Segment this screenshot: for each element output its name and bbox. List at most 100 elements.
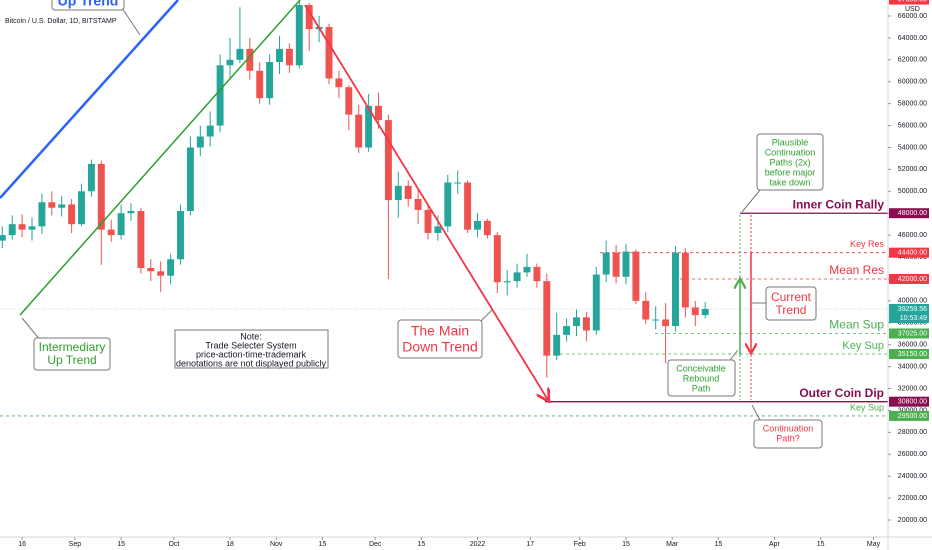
y-tick-label: 66000.00 (898, 13, 927, 20)
y-tick-label: 50000.00 (898, 188, 927, 195)
candle-body (107, 229, 115, 236)
x-tick-label: Nov (270, 541, 283, 548)
label: take down (769, 177, 810, 187)
candle-body (533, 266, 541, 282)
price-tag-label: 35150.00 (898, 351, 927, 358)
candle-body (553, 334, 561, 356)
y-tick-label: 46000.00 (898, 232, 927, 239)
last-price-tag (889, 303, 929, 323)
label-box (753, 419, 823, 449)
candle-body (592, 274, 600, 331)
candle-body (345, 87, 353, 115)
x-tick-label: 17 (526, 541, 534, 548)
candle-body (375, 105, 382, 121)
candle-body (602, 252, 610, 275)
label-box (756, 133, 824, 191)
up-trend-box (51, 0, 125, 11)
last-price-label: 39259.56 (898, 306, 927, 313)
y-tick-label: 34000.00 (898, 363, 927, 370)
candle-body (563, 326, 571, 335)
up-trend-line (0, 0, 179, 199)
candle-body (236, 48, 244, 60)
label: Path? (776, 433, 800, 443)
y-tick-label: 26000.00 (898, 451, 927, 458)
candle-body (38, 202, 46, 227)
axis-unit: USD (905, 6, 920, 13)
x-tick-label: Mar (666, 541, 679, 548)
y-tick-label: 22000.00 (898, 495, 927, 502)
x-tick-label: 15 (417, 541, 425, 548)
candle-body (117, 213, 125, 236)
label: Trend (776, 303, 807, 317)
label-box (33, 337, 111, 371)
countdown: 10:53:49 (900, 315, 927, 322)
label: Current (771, 290, 812, 304)
price-tag-label: 37025.00 (898, 330, 927, 337)
x-tick-label: 15 (622, 541, 630, 548)
note: denotations are not displayed publicly (176, 358, 327, 368)
candle-body (414, 198, 422, 210)
candle-body (701, 308, 709, 316)
label: The Main (411, 323, 469, 339)
y-tick-label: 52000.00 (898, 166, 927, 173)
candle-body (167, 259, 175, 276)
annotations: Up Trend Intermediary Up Trend Note: Tra… (21, 0, 824, 449)
x-tick-label: Feb (574, 541, 586, 548)
candle-body (404, 185, 412, 199)
candle-body (513, 272, 521, 282)
candle-body (295, 5, 303, 66)
price-tag (889, 410, 929, 421)
x-tick-label: 15 (117, 541, 125, 548)
candle-body (384, 120, 392, 201)
label-box (397, 319, 483, 359)
candle-body (573, 317, 580, 327)
candle-body (632, 251, 640, 301)
level-name: Mean Sup (829, 318, 884, 332)
price-tag-label: 30800.00 (898, 399, 927, 406)
x-tick-label: 15 (817, 541, 825, 548)
price-tag (889, 349, 929, 360)
label: Conceivable (676, 363, 726, 373)
candle-body (48, 202, 56, 208)
note: Note: (240, 331, 262, 341)
y-tick-label: 60000.00 (898, 79, 927, 86)
price-tag (889, 396, 929, 407)
label: Paths (2x) (769, 157, 810, 167)
candle-body (325, 26, 333, 79)
label: Up Trend (47, 353, 96, 367)
candle-body (434, 226, 442, 233)
y-tick-label: 38000.00 (898, 320, 927, 327)
candle-body (246, 48, 254, 71)
level-name: Outer Coin Dip (799, 386, 884, 400)
candle-body (127, 211, 135, 214)
time-axis-bg (0, 537, 932, 550)
y-tick-label: 32000.00 (898, 385, 927, 392)
candle-body (97, 163, 105, 230)
candle-body (157, 271, 165, 276)
price-tag-label: 48000.00 (898, 210, 927, 217)
label: Down Trend (402, 339, 477, 355)
candle-body (266, 62, 274, 99)
candle-body (186, 147, 194, 212)
candle-body (493, 235, 501, 283)
label: Continuation (763, 423, 814, 433)
x-tick-label: Oct (168, 541, 179, 548)
candle-body (483, 220, 491, 236)
candle-body (137, 211, 145, 269)
candle-body (8, 224, 16, 236)
candle-body (355, 114, 363, 148)
candle-body (444, 182, 452, 227)
candle-body (87, 163, 95, 192)
y-tick-label: 62000.00 (898, 57, 927, 64)
candle-body (672, 252, 679, 327)
level-name: Key Res (850, 239, 885, 249)
x-tick-label: 16 (18, 541, 26, 548)
label: Up Trend (58, 0, 119, 9)
label: Plausible (772, 137, 809, 147)
y-tick-label: 58000.00 (898, 100, 927, 107)
main-down-trend-line (304, 4, 548, 400)
candle-body (622, 251, 630, 277)
label: Path (692, 383, 711, 393)
